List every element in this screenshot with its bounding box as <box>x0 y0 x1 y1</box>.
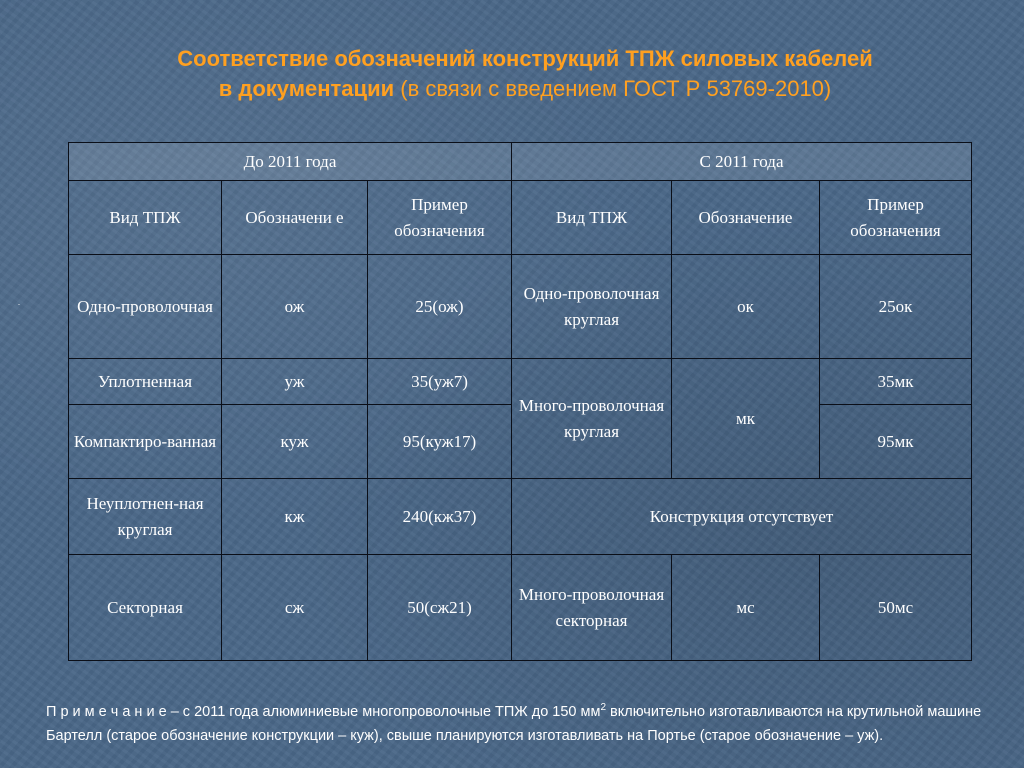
cell-example: 240(кж37) <box>366 478 513 555</box>
header-type: Вид ТПЖ <box>68 180 222 255</box>
table-row: Секторная сж 50(сж21) Много-проволочная … <box>68 554 973 661</box>
cell-example-new: 50мс <box>819 554 973 661</box>
group-header-row: До 2011 года С 2011 года <box>67 142 973 181</box>
cell-code: кж <box>221 478 368 555</box>
cell-example: 95(куж17) <box>366 404 513 479</box>
header-designation: Обозначени е <box>221 180 368 255</box>
cell-example: 50(сж21) <box>366 554 513 661</box>
stray-dot: . <box>18 298 20 307</box>
cell-absent: Конструкция отсутствует <box>511 478 973 555</box>
footnote-superscript: 2 <box>600 702 607 713</box>
cell-type: Уплотненная <box>68 358 222 405</box>
cell-type-new-merged: Много-проволочная круглая <box>511 358 673 479</box>
footnote: П р и м е ч а н и е – с 2011 года алюмин… <box>46 696 996 748</box>
header-designation-new: Обозначение <box>671 180 821 255</box>
cell-code-new: мс <box>671 554 821 661</box>
cell-code: сж <box>221 554 368 661</box>
cell-example: 25(ож) <box>366 254 513 359</box>
footnote-text-1: – с 2011 года алюминиевые многопроволочн… <box>166 703 601 720</box>
title-line-1: Соответствие обозначений конструкций ТПЖ… <box>60 44 990 74</box>
title-line-2: в документации (в связи с введением ГОСТ… <box>60 74 990 104</box>
cell-type-new: Много-проволочная секторная <box>511 554 673 661</box>
slide-title: Соответствие обозначений конструкций ТПЖ… <box>60 44 990 104</box>
cell-code-new-merged: мк <box>671 358 821 479</box>
column-header-row: Вид ТПЖ Обозначени е Пример обозначения … <box>68 180 973 255</box>
table-row: Неуплотнен-ная круглая кж 240(кж37) Конс… <box>68 478 973 555</box>
title-line-2-bold: в документации <box>218 76 395 101</box>
group-before-2011: До 2011 года <box>67 142 513 181</box>
group-after-2011: С 2011 года <box>511 142 973 181</box>
table-row: Компактиро-ванная куж 95(куж17) 95мк <box>68 404 973 479</box>
cell-example-new: 95мк <box>819 404 973 479</box>
cell-type: Секторная <box>68 554 222 661</box>
cell-type: Одно-проволочная <box>68 254 222 359</box>
cell-example: 35(уж7) <box>366 358 513 405</box>
cell-example-new: 25ок <box>819 254 973 359</box>
cell-type: Неуплотнен-ная круглая <box>68 478 222 555</box>
table-row: Уплотненная уж 35(уж7) Много-проволочная… <box>68 358 973 479</box>
cell-example-new: 35мк <box>819 358 973 405</box>
cell-code: куж <box>221 404 368 479</box>
title-line-1-text: Соответствие обозначений конструкций ТПЖ… <box>177 46 873 71</box>
designation-table: До 2011 года С 2011 года Вид ТПЖ Обознач… <box>67 142 973 661</box>
header-type-new: Вид ТПЖ <box>511 180 673 255</box>
footnote-prefix: П р и м е ч а н и е <box>46 703 167 720</box>
cell-type-new: Одно-проволочная круглая <box>511 254 673 359</box>
cell-code: уж <box>221 358 368 405</box>
header-example-new: Пример обозначения <box>819 180 973 255</box>
cell-code-new: ок <box>671 254 821 359</box>
header-example: Пример обозначения <box>366 180 513 255</box>
table-row: Одно-проволочная ож 25(ож) Одно-проволоч… <box>68 254 973 359</box>
cell-type: Компактиро-ванная <box>68 404 222 479</box>
title-line-2-rest: (в связи с введением ГОСТ Р 53769-2010) <box>394 76 832 101</box>
footnote-text-2: включительно изготавливаются на крутильн… <box>46 703 982 744</box>
cell-code: ож <box>221 254 368 359</box>
